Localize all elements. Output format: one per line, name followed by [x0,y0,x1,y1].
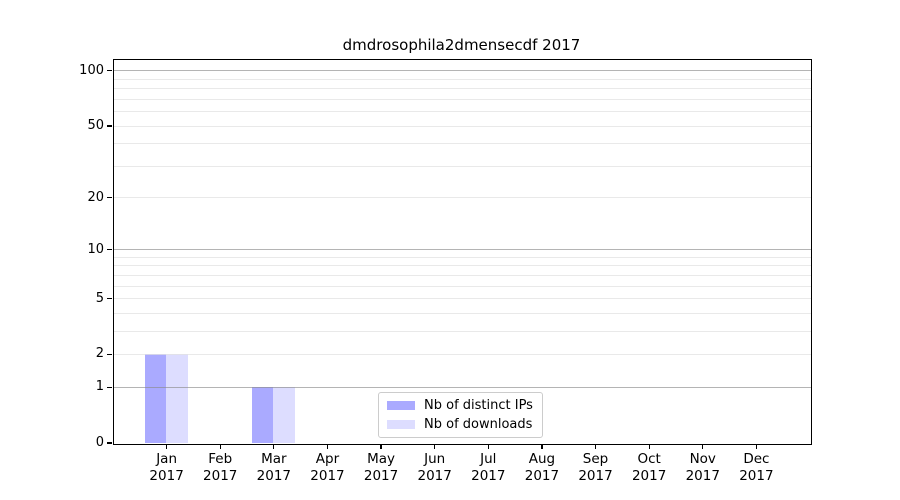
x-tick [166,444,168,449]
x-tick-label: Mar 2017 [256,451,292,484]
x-tick-label: Dec 2017 [739,451,774,484]
x-tick-label: Jan 2017 [149,451,184,484]
gridline-minor [114,256,811,258]
y-tick [107,442,112,444]
x-tick [219,444,221,449]
x-tick [541,444,543,449]
y-tick [107,353,112,355]
gridline-minor [114,354,811,355]
x-tick-label: Nov 2017 [685,451,720,484]
y-tick-label: 0 [95,435,104,450]
y-tick [107,249,112,251]
gridline-minor [114,265,811,267]
gridline-minor [114,285,811,287]
x-tick [487,444,489,449]
x-tick [434,444,436,449]
gridline-minor [114,78,811,80]
y-tick [107,297,112,300]
gridline-minor [114,298,811,300]
y-tick-label: 1 [95,379,104,395]
x-tick-label: Aug 2017 [524,451,560,484]
gridline-major [114,386,811,388]
x-tick [755,444,757,449]
legend-label-downloads: Nb of downloads [424,417,533,432]
gridline-minor [114,111,811,113]
legend-item-downloads: Nb of downloads [387,416,533,433]
bar-distinct-ips [252,386,274,443]
x-tick-label: Jul 2017 [471,451,506,484]
gridline-minor [114,197,811,199]
bar-distinct-ips [144,354,167,443]
y-tick [107,125,112,127]
plot-area [113,59,812,445]
gridline-major [114,249,811,251]
x-tick-label: Sep 2017 [578,451,613,484]
gridline-minor [114,125,811,127]
x-tick [648,444,650,449]
y-tick-label: 10 [87,241,104,257]
legend: Nb of distinct IPs Nb of downloads [378,392,543,438]
x-tick [594,444,597,449]
legend-label-distinct-ips: Nb of distinct IPs [424,398,533,413]
bar-downloads [166,354,188,443]
gridline-minor [114,98,811,100]
gridline-minor [114,143,811,145]
x-tick [326,444,329,449]
x-tick-label: Jun 2017 [417,451,452,484]
gridline-minor [114,274,811,276]
x-tick [380,444,382,449]
gridline-major [114,70,811,72]
x-tick [702,444,704,449]
y-tick [107,70,112,72]
y-tick-label: 50 [87,117,104,133]
chart-title: dmdrosophila2dmensecdf 2017 [342,36,581,54]
y-tick-label: 100 [79,62,104,78]
y-tick-label: 5 [95,290,104,306]
gridline-minor [114,88,811,90]
bar-downloads [273,386,295,443]
x-tick-label: Oct 2017 [631,451,667,484]
gridline-minor [114,312,811,314]
x-tick-label: May 2017 [363,451,399,484]
y-tick [107,196,112,199]
x-tick-label: Feb 2017 [203,451,238,484]
y-tick-label: 20 [87,189,104,205]
legend-item-distinct-ips: Nb of distinct IPs [387,397,533,414]
x-tick [273,444,275,449]
x-tick-label: Apr 2017 [310,451,345,484]
legend-swatch-distinct-ips [387,401,415,410]
legend-swatch-downloads [387,420,415,429]
gridline-minor [114,165,811,167]
y-tick [107,386,112,388]
gridline-minor [114,330,811,332]
y-tick-label: 2 [95,346,104,362]
